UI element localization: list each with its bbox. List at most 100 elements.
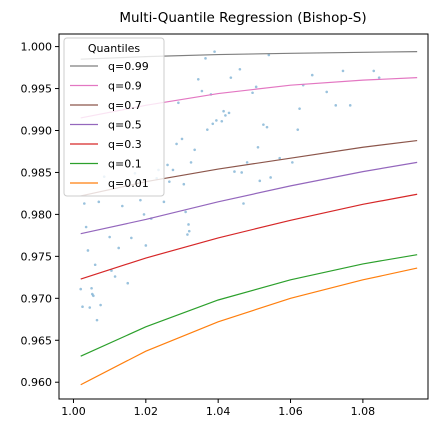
scatter-point: [298, 107, 301, 110]
x-tick-label: 1.04: [206, 405, 231, 418]
scatter-point: [204, 57, 207, 60]
scatter-point: [81, 305, 84, 309]
scatter-point: [130, 236, 133, 240]
legend-label: q=0.1: [108, 158, 142, 171]
scatter-point: [240, 171, 243, 174]
scatter-point: [229, 76, 233, 79]
x-axis: 1.00 1.02 1.04 1.06 1.08: [61, 399, 375, 418]
scatter-point: [269, 176, 272, 179]
x-tick-label: 1.02: [134, 405, 159, 418]
scatter-point: [251, 91, 254, 95]
scatter-point: [142, 213, 146, 216]
scatter-point: [242, 202, 245, 205]
scatter-point: [200, 89, 204, 93]
scatter-point: [254, 85, 258, 89]
y-axis: 0.960 0.965 0.970 0.975 0.980 0.985 0.990 0.995…: [21, 41, 59, 389]
scatter-point: [162, 200, 166, 204]
scatter-point: [215, 119, 218, 122]
scatter-point: [310, 73, 314, 77]
scatter-point: [193, 148, 196, 152]
scatter-point: [99, 303, 102, 307]
x-tick-label: 1.08: [351, 405, 376, 418]
scatter-point: [196, 78, 200, 81]
scatter-point: [139, 198, 142, 202]
scatter-point: [278, 156, 281, 160]
scatter-point: [166, 163, 169, 167]
scatter-point: [121, 204, 124, 208]
scatter-point: [222, 109, 225, 113]
legend-label: q=0.9: [108, 80, 142, 93]
x-tick-label: 1.00: [61, 405, 86, 418]
legend-label: q=0.3: [108, 138, 142, 151]
y-tick-label: 0.995: [21, 83, 53, 96]
scatter-point: [83, 202, 86, 205]
scatter-point: [108, 235, 111, 239]
scatter-point: [79, 287, 83, 291]
scatter-point: [377, 76, 381, 79]
y-tick-label: 0.970: [21, 292, 53, 305]
series-line: [80, 161, 418, 235]
scatter-point: [233, 170, 236, 173]
scatter-point: [86, 249, 90, 252]
scatter-point: [171, 168, 175, 172]
scatter-point: [175, 142, 178, 146]
legend: Quantiles q=0.99 q=0.9 q=0.7 q=0.5 q=0.3 q=0.…: [63, 37, 165, 197]
legend-label: q=0.99: [108, 60, 149, 73]
scatter-point: [90, 286, 93, 290]
scatter-point: [245, 161, 249, 164]
scatter-point: [334, 104, 338, 107]
y-tick-label: 0.975: [21, 250, 53, 263]
scatter-point: [296, 128, 300, 131]
scatter-point: [117, 246, 120, 250]
scatter-point: [144, 244, 148, 247]
scatter-point: [325, 90, 329, 94]
scatter-point: [182, 182, 186, 186]
scatter-point: [267, 53, 271, 57]
y-tick-label: 0.990: [21, 124, 53, 137]
scatter-point: [113, 275, 117, 278]
scatter-point: [238, 67, 242, 71]
legend-title: Quantiles: [88, 42, 141, 55]
scatter-point: [189, 161, 193, 164]
scatter-point: [220, 119, 224, 123]
x-tick-label: 1.06: [278, 405, 303, 418]
chart-title: Multi-Quantile Regression (Bishop-S): [119, 10, 366, 26]
scatter-point: [90, 292, 94, 296]
plot-frame: [58, 33, 429, 400]
legend-box: [63, 37, 165, 197]
scatter-point: [227, 111, 231, 115]
y-tick-label: 0.985: [21, 166, 53, 179]
scatter-point: [168, 180, 171, 183]
scatter-point: [262, 123, 265, 126]
y-tick-label: 1.000: [21, 41, 53, 54]
series-line: [80, 267, 418, 386]
scatter-point: [211, 122, 215, 126]
scatter-point: [84, 225, 88, 229]
scatter-point: [97, 200, 101, 204]
scatter-point: [126, 281, 130, 285]
scatter-point: [187, 229, 191, 233]
scatter-point: [187, 223, 190, 226]
y-tick-label: 0.965: [21, 334, 53, 347]
scatter-point: [256, 145, 260, 149]
scatter-point: [184, 210, 187, 214]
scatter-point: [177, 101, 180, 105]
y-tick-label: 0.980: [21, 208, 53, 221]
scatter-point: [88, 306, 92, 309]
y-tick-label: 0.960: [21, 376, 53, 389]
scatter-point: [206, 128, 209, 131]
scatter-point: [186, 233, 189, 236]
legend-label: q=0.01: [108, 177, 149, 190]
scatter-point: [348, 104, 352, 107]
scatter-point: [372, 69, 376, 73]
scatter-point: [95, 318, 99, 322]
series-line: [80, 254, 418, 357]
scatter-point: [213, 50, 216, 53]
scatter-point: [258, 179, 262, 183]
scatter-point: [92, 294, 95, 298]
legend-label: q=0.7: [108, 99, 142, 112]
scatter-point: [180, 137, 184, 141]
scatter-point: [341, 69, 345, 73]
legend-label: q=0.5: [108, 119, 142, 132]
